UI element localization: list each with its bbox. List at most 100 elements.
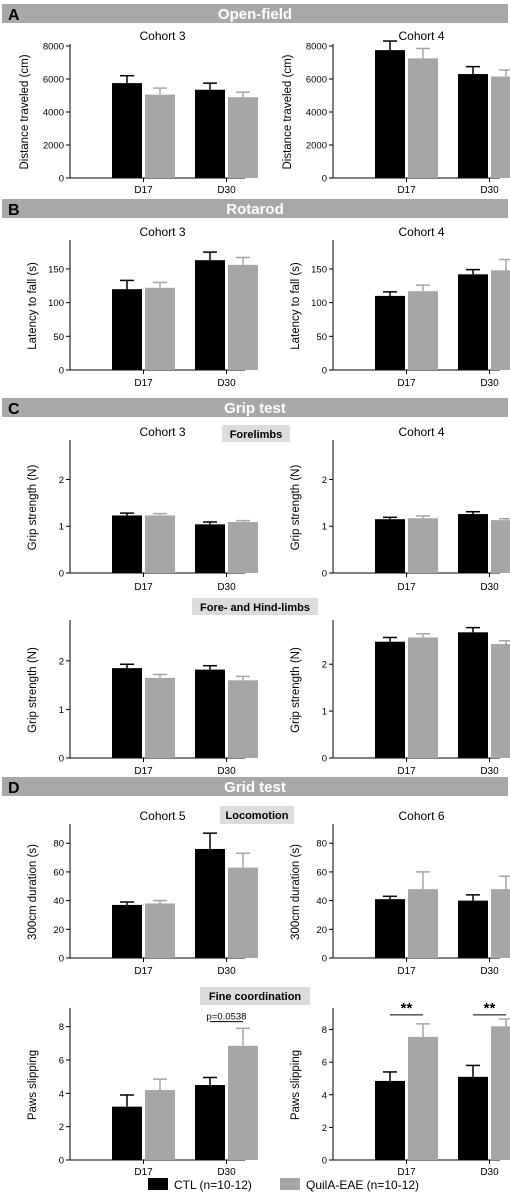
y-tick-label: 80 <box>316 839 327 850</box>
chart-panel-2: Cohort 4 Distance traveled (cm) 0 2000 4000 6… <box>282 29 510 196</box>
y-tick-label: 2 <box>322 1123 327 1134</box>
bar-ctl-d17 <box>112 904 142 958</box>
subhead-locomotion: Locomotion <box>220 806 294 824</box>
significance-label: p=0.0538 <box>207 1012 247 1023</box>
chart-panel-5: Cohort 3 Grip strength (N) 0 1 2 D17 D30 <box>27 425 258 593</box>
section-title-c: Grip test <box>224 400 286 417</box>
bar-ctl-d17 <box>112 668 142 758</box>
bar-ctl-d30 <box>195 848 225 958</box>
y-axis-label: Paws slipping <box>290 1050 302 1120</box>
y-tick-label: 40 <box>316 896 327 907</box>
y-axis-label: Distance traveled (cm) <box>282 54 294 169</box>
y-tick-label: 2 <box>322 475 327 486</box>
section-letter-c: C <box>8 401 20 418</box>
x-tick-label: D30 <box>480 185 499 196</box>
bar-quila-d17 <box>408 518 438 573</box>
section-banner-c: C Grip test <box>2 398 508 418</box>
chart-title: Cohort 4 <box>398 29 444 43</box>
x-tick-label: D17 <box>397 966 416 977</box>
subhead-fore-hind: Fore- and Hind-limbs <box>192 598 318 615</box>
y-tick-label: 8 <box>59 1022 64 1033</box>
bar-ctl-d30 <box>195 89 225 178</box>
bar-ctl-d30 <box>458 632 488 758</box>
y-tick-label: 2000 <box>306 141 327 152</box>
bar-quila-d30 <box>491 1026 510 1160</box>
bar-quila-d17 <box>145 287 175 370</box>
chart-title: Cohort 5 <box>139 809 185 823</box>
chart-title: Cohort 3 <box>139 225 185 239</box>
chart-panel-12: Paws slipping 0 2 4 6 8 D17 D30 ** ** <box>290 1000 510 1178</box>
bar-quila-d17 <box>145 677 175 758</box>
x-tick-label: D17 <box>397 378 416 389</box>
subhead-fine-coordination: Fine coordination <box>200 987 310 1005</box>
bar-quila-d30 <box>491 76 510 178</box>
section-banner-d: D Grid test <box>2 777 508 797</box>
subhead-fine-coordination-label: Fine coordination <box>209 991 302 1003</box>
bar-ctl-d30 <box>458 900 488 958</box>
bar-ctl-d17 <box>112 515 142 573</box>
y-tick-label: 150 <box>48 264 64 275</box>
y-axis-label: Distance traveled (cm) <box>19 54 31 169</box>
bar-ctl-d30 <box>458 514 488 573</box>
bar-quila-d17 <box>408 291 438 370</box>
y-tick-label: 50 <box>316 332 327 343</box>
y-tick-label: 1 <box>59 705 64 716</box>
x-tick-label: D17 <box>134 378 153 389</box>
x-tick-label: D30 <box>217 185 236 196</box>
bar-ctl-d17 <box>112 83 142 178</box>
bar-ctl-d17 <box>375 295 405 370</box>
y-tick-label: 0 <box>322 174 327 185</box>
y-tick-label: 2 <box>59 656 64 667</box>
legend-swatch-ctl <box>148 1178 168 1190</box>
legend-label-ctl: CTL (n=10-12) <box>174 1178 252 1192</box>
bar-quila-d30 <box>491 270 510 370</box>
section-title-b: Rotarod <box>226 201 284 218</box>
significance-label: ** <box>401 1000 413 1017</box>
bar-ctl-d30 <box>195 524 225 573</box>
bar-ctl-d30 <box>195 1085 225 1160</box>
y-tick-label: 0 <box>322 569 327 580</box>
y-tick-label: 6 <box>59 1056 64 1067</box>
y-tick-label: 4 <box>322 1090 327 1101</box>
y-tick-label: 0 <box>59 569 64 580</box>
y-tick-label: 1 <box>322 707 327 718</box>
y-tick-label: 0 <box>59 1156 64 1167</box>
bar-ctl-d17 <box>375 50 405 178</box>
x-tick-label: D30 <box>217 582 236 593</box>
bar-ctl-d17 <box>375 1080 405 1160</box>
x-tick-label: D17 <box>134 766 153 777</box>
banner-d-bg <box>2 777 508 796</box>
x-tick-label: D17 <box>134 185 153 196</box>
y-tick-label: 0 <box>322 754 327 765</box>
y-tick-label: 6000 <box>43 75 64 86</box>
y-tick-label: 4000 <box>306 108 327 119</box>
subhead-fore-hind-label: Fore- and Hind-limbs <box>200 602 310 614</box>
y-tick-label: 0 <box>322 954 327 965</box>
subhead-forelimbs-bg <box>222 425 290 442</box>
banner-b-bg <box>2 199 508 218</box>
y-tick-label: 20 <box>316 925 327 936</box>
y-tick-label: 6 <box>322 1058 327 1069</box>
y-tick-label: 40 <box>53 896 64 907</box>
section-letter-d: D <box>8 780 20 797</box>
bar-quila-d30 <box>491 644 510 758</box>
bar-quila-d30 <box>491 520 510 573</box>
legend-swatch-quila <box>280 1178 300 1190</box>
bar-quila-d17 <box>145 515 175 573</box>
y-tick-label: 60 <box>53 867 64 878</box>
subhead-locomotion-label: Locomotion <box>226 810 289 822</box>
section-letter-a: A <box>8 7 20 24</box>
y-tick-label: 2000 <box>43 141 64 152</box>
bar-quila-d17 <box>408 58 438 178</box>
bar-quila-d30 <box>228 680 258 758</box>
y-axis-label: Grip strength (N) <box>290 647 302 733</box>
y-axis-label: Grip strength (N) <box>27 465 39 551</box>
x-tick-label: D30 <box>217 378 236 389</box>
chart-panel-10: Cohort 6 300cm duration (s) 0 20 40 60 80 D17 D3… <box>290 809 510 977</box>
bar-ctl-d17 <box>375 519 405 573</box>
bar-quila-d30 <box>228 522 258 573</box>
x-tick-label: D17 <box>397 185 416 196</box>
x-tick-label: D30 <box>480 766 499 777</box>
bar-ctl-d17 <box>375 899 405 958</box>
y-tick-label: 1 <box>59 522 64 533</box>
